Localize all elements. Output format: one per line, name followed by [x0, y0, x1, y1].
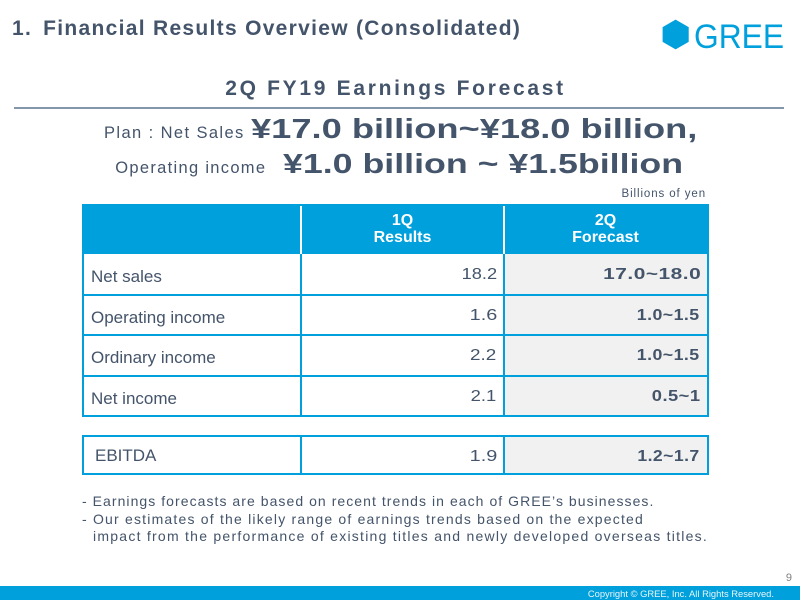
svg-text:GREE: GREE: [694, 18, 784, 56]
